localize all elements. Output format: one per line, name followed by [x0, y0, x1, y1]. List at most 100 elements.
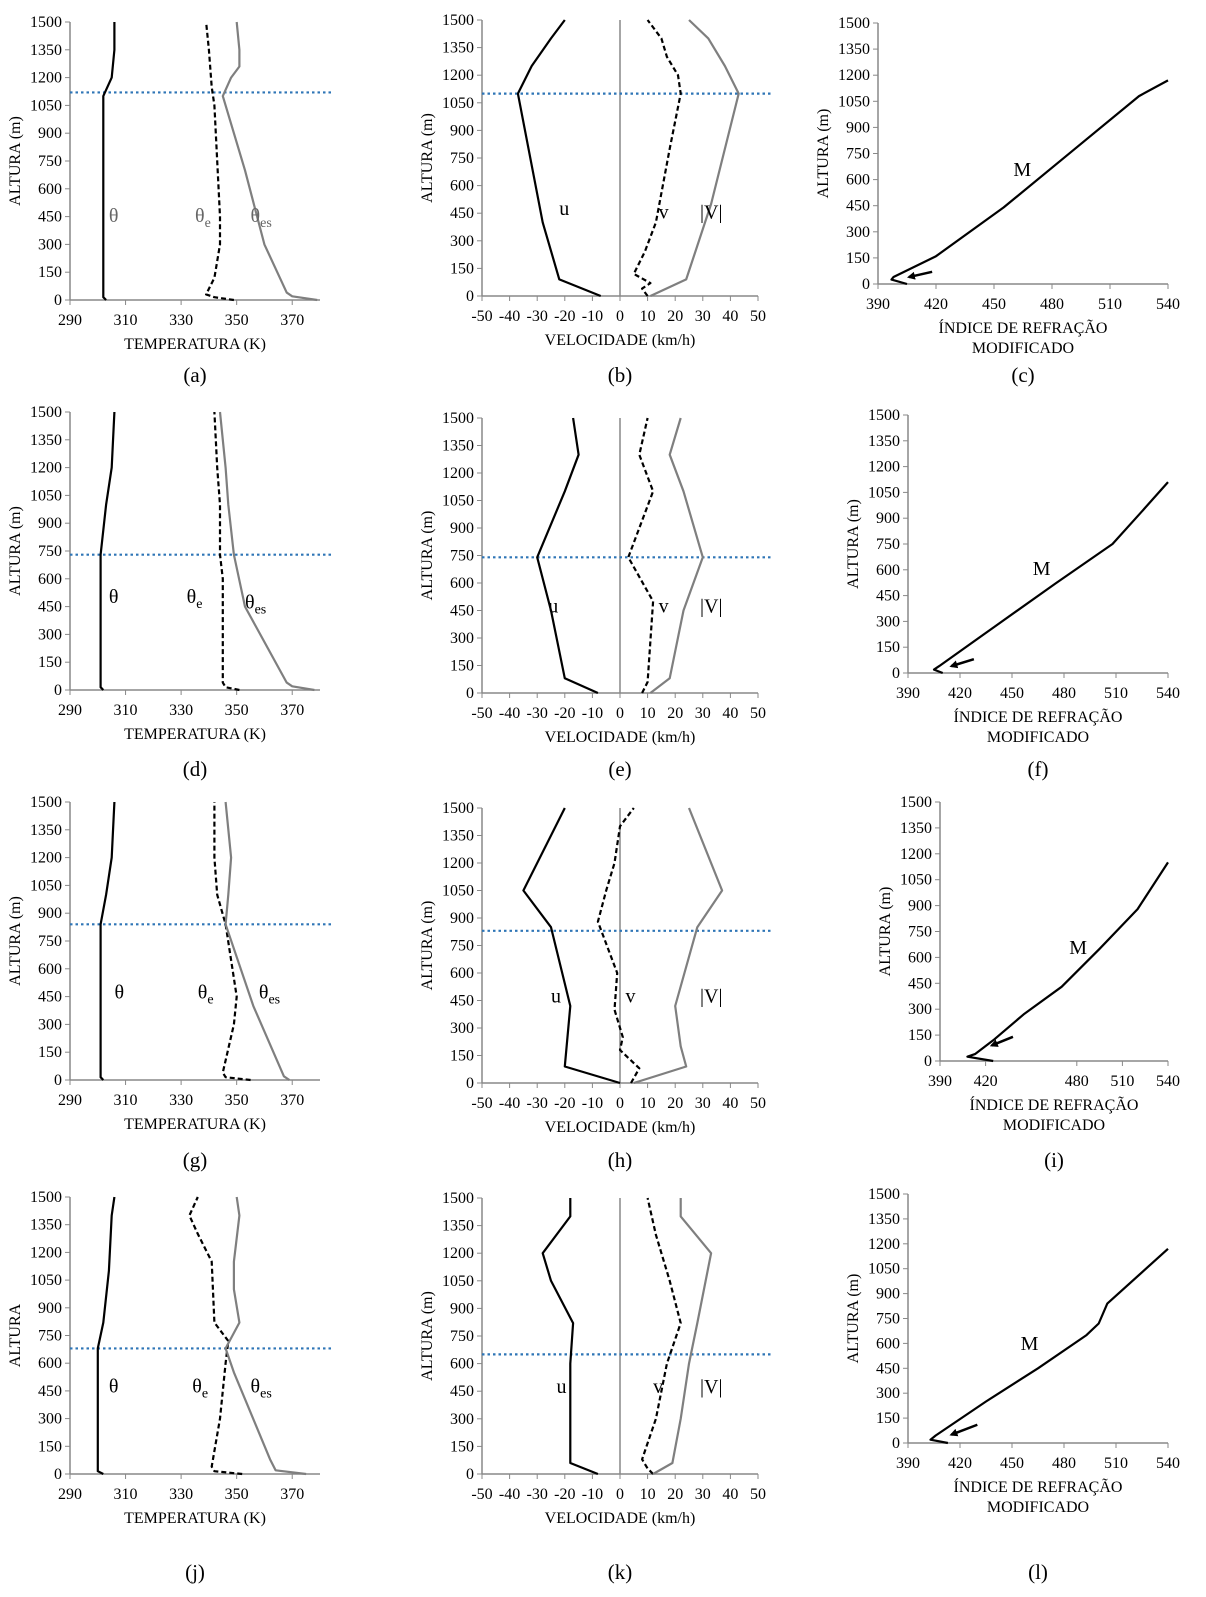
y-tick-label: 300: [876, 613, 900, 630]
panel-label: (h): [608, 1148, 633, 1172]
y-tick-label: 1350: [838, 41, 870, 58]
x-tick-label: 420: [948, 685, 972, 702]
x-tick-label: 10: [640, 1486, 656, 1503]
y-tick-label: 1500: [442, 12, 474, 29]
series-label-base: v: [653, 1376, 663, 1398]
y-tick-label: 600: [450, 965, 474, 982]
y-tick-label: 1500: [30, 404, 62, 421]
y-tick-label: 900: [38, 125, 62, 142]
y-tick-label: 450: [876, 1360, 900, 1377]
x-tick-label: 30: [695, 1095, 711, 1112]
y-tick-label: 1500: [442, 410, 474, 427]
x-tick-label: 50: [750, 308, 766, 325]
y-tick-label: 450: [450, 1383, 474, 1400]
x-axis-label: ÍNDICE DE REFRAÇÃO: [939, 318, 1108, 337]
series-line-V-magnitude: [649, 417, 704, 694]
series-label-base: M: [1033, 558, 1051, 580]
x-tick-label: 350: [225, 1092, 249, 1109]
series-label-base: |V|: [700, 202, 722, 224]
y-tick-label: 450: [908, 975, 932, 992]
series-label-base: u: [548, 595, 558, 617]
series-line-theta-es: [224, 801, 291, 1081]
y-tick-label: 0: [466, 1075, 474, 1092]
panel-label: (i): [1044, 1148, 1064, 1172]
series-label-base: M: [1069, 937, 1087, 959]
y-tick-label: 1050: [442, 883, 474, 900]
y-tick-label: 1500: [868, 407, 900, 424]
y-tick-label: 1350: [868, 1211, 900, 1228]
series-label: u: [559, 198, 569, 220]
y-tick-label: 0: [466, 685, 474, 702]
y-tick-label: 450: [38, 989, 62, 1006]
series-label-base: θ: [109, 1376, 119, 1398]
y-axis-label: ALTURA (m): [845, 499, 862, 589]
x-tick-label: 30: [695, 308, 711, 325]
x-tick-label: 370: [280, 312, 304, 329]
series-line-theta-e: [213, 411, 240, 692]
x-tick-label: 370: [280, 1486, 304, 1503]
series-label-subscript: es: [260, 216, 272, 231]
x-axis-label: MODIFICADO: [987, 1499, 1089, 1516]
y-tick-label: 0: [466, 288, 474, 305]
x-tick-label: 480: [1052, 685, 1076, 702]
x-tick-label: 540: [1156, 685, 1180, 702]
y-tick-label: 300: [38, 1411, 62, 1428]
y-tick-label: 1200: [442, 465, 474, 482]
y-tick-label: 600: [38, 1355, 62, 1372]
panel-label: (c): [1011, 363, 1034, 387]
series-label: u: [548, 595, 558, 617]
series-label-subscript: e: [196, 597, 202, 612]
x-tick-label: 0: [616, 1486, 624, 1503]
x-tick-label: -20: [554, 308, 575, 325]
series-label: M: [1069, 937, 1087, 959]
x-tick-label: 390: [866, 296, 890, 313]
series-label-base: θ: [195, 205, 205, 227]
y-tick-label: 600: [38, 181, 62, 198]
duct-arrow: [989, 1035, 1014, 1047]
series-label: v: [653, 1376, 663, 1398]
series-label: M: [1013, 159, 1031, 181]
x-axis-label: ÍNDICE DE REFRAÇÃO: [970, 1095, 1139, 1114]
y-tick-label: 1050: [30, 1272, 62, 1289]
series-label: u: [557, 1376, 567, 1398]
series-label: |V|: [700, 202, 722, 224]
x-tick-label: 330: [169, 312, 193, 329]
y-tick-label: 900: [876, 1286, 900, 1303]
y-tick-label: 300: [876, 1385, 900, 1402]
y-axis-label: ALTURA (m): [419, 901, 436, 991]
series-line-theta-es: [218, 411, 315, 692]
x-axis-label: ÍNDICE DE REFRAÇÃO: [954, 1477, 1123, 1496]
x-axis-label: VELOCIDADE (km/h): [545, 729, 696, 746]
y-tick-label: 750: [450, 150, 474, 167]
series-line-u: [536, 417, 599, 695]
series-label: v: [659, 595, 669, 617]
series-label: θes: [245, 591, 266, 617]
y-tick-label: 1050: [442, 1273, 474, 1290]
series-label-base: u: [559, 198, 569, 220]
y-tick-label: 900: [38, 515, 62, 532]
y-tick-label: 900: [876, 510, 900, 527]
y-tick-label: 1350: [868, 433, 900, 450]
y-tick-label: 150: [450, 658, 474, 675]
x-tick-label: 290: [58, 1486, 82, 1503]
y-tick-label: 1200: [900, 846, 932, 863]
chart-panel-i: 0 150 300 450 600 750 900 1050 1200 1350 1500 390 42…: [877, 794, 1180, 1172]
y-tick-label: 600: [876, 1335, 900, 1352]
panel-label: (d): [183, 757, 208, 781]
y-tick-label: 900: [450, 910, 474, 927]
series-label: θe: [198, 981, 214, 1007]
series-line-M: [890, 79, 1169, 286]
x-tick-label: 510: [1098, 296, 1122, 313]
y-tick-label: 150: [846, 250, 870, 267]
x-tick-label: -50: [471, 705, 492, 722]
series-label: θes: [259, 981, 280, 1007]
y-tick-label: 300: [908, 1001, 932, 1018]
y-tick-label: 300: [450, 1411, 474, 1428]
series-label: u: [551, 985, 561, 1007]
x-tick-label: 310: [114, 1092, 138, 1109]
series-label: θes: [251, 205, 272, 231]
x-tick-label: 330: [169, 1486, 193, 1503]
series-line-v: [632, 19, 682, 297]
panel-label: (j): [185, 1560, 205, 1584]
